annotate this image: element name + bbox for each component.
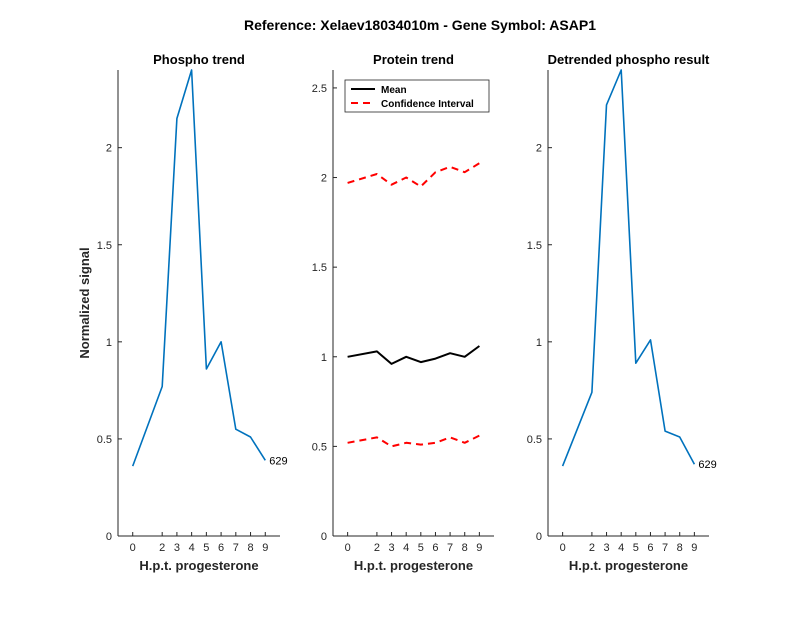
detrended-phospho-x-tick-label: 0 — [560, 542, 566, 554]
phospho-trend-y-tick-label: 1 — [106, 337, 112, 349]
phospho-trend-x-tick-label: 7 — [233, 542, 239, 554]
detrended-phospho-x-tick-label: 6 — [647, 542, 653, 554]
detrended-phospho-y-tick-label: 1 — [536, 337, 542, 349]
phospho-trend-series-line-0 — [131, 69, 266, 467]
detrended-phospho-point-annotation: 629 — [698, 459, 716, 471]
phospho-trend-x-label: H.p.t. progesterone — [139, 558, 258, 573]
detrended-phospho-y-tick-label: 0 — [536, 531, 542, 543]
phospho-trend-x-tick-label: 8 — [247, 542, 253, 554]
protein-trend-y-tick-label: 2.5 — [312, 83, 327, 95]
protein-trend-x-tick-label: 5 — [418, 542, 424, 554]
protein-trend-y-tick-label: 1 — [321, 352, 327, 364]
detrended-phospho-y-tick-label: 0.5 — [527, 434, 542, 446]
phospho-trend-x-tick-label: 4 — [189, 542, 195, 554]
protein-trend-x-tick-label: 7 — [447, 542, 453, 554]
phospho-trend-x-tick-label: 2 — [159, 542, 165, 554]
detrended-phospho-y-tick-label: 2 — [536, 143, 542, 155]
phospho-trend-y-label: Normalized signal — [77, 247, 92, 358]
protein-trend-series-line-1 — [347, 162, 480, 188]
protein-trend-y-tick-label: 0 — [321, 531, 327, 543]
protein-trend-title: Protein trend — [373, 52, 454, 67]
protein-trend-legend: Mean Confidence Interval — [344, 79, 490, 113]
protein-trend-x-tick-label: 9 — [476, 542, 482, 554]
protein-trend-series-line-0 — [347, 345, 480, 365]
phospho-trend-y-tick-label: 2 — [106, 143, 112, 155]
figure-suptitle: Reference: Xelaev18034010m - Gene Symbol… — [244, 17, 596, 33]
detrended-phospho-x-tick-label: 2 — [589, 542, 595, 554]
phospho-trend-y-tick-label: 1.5 — [97, 240, 112, 252]
detrended-phospho-x-tick-label: 8 — [677, 542, 683, 554]
phospho-trend-x-tick-label: 0 — [130, 542, 136, 554]
detrended-phospho-title: Detrended phospho result — [548, 52, 710, 67]
phospho-trend-x-tick-label: 6 — [218, 542, 224, 554]
detrended-phospho-x-label: H.p.t. progesterone — [569, 558, 688, 573]
phospho-trend-title: Phospho trend — [153, 52, 245, 67]
detrended-phospho-x-tick-label: 4 — [618, 542, 624, 554]
protein-trend-x-label: H.p.t. progesterone — [354, 558, 473, 573]
protein-trend-x-tick-label: 4 — [403, 542, 409, 554]
detrended-phospho-x-tick-label: 5 — [633, 542, 639, 554]
detrended-phospho-x-tick-label: 3 — [603, 542, 609, 554]
detrended-phospho-y-tick-label: 1.5 — [527, 240, 542, 252]
phospho-trend-y-tick-label: 0 — [106, 531, 112, 543]
protein-trend-x-tick-label: 3 — [388, 542, 394, 554]
phospho-trend-x-tick-label: 9 — [262, 542, 268, 554]
protein-trend-y-tick-label: 2 — [321, 173, 327, 185]
phospho-trend-x-tick-label: 5 — [203, 542, 209, 554]
protein-trend-series-line-2 — [347, 434, 480, 448]
protein-trend-x-tick-label: 0 — [345, 542, 351, 554]
phospho-trend-x-tick-label: 3 — [174, 542, 180, 554]
detrended-phospho-x-tick-label: 9 — [691, 542, 697, 554]
detrended-phospho-series-line-0 — [561, 69, 696, 467]
protein-trend-x-tick-label: 8 — [462, 542, 468, 554]
protein-trend-y-tick-label: 1.5 — [312, 262, 327, 274]
detrended-phospho-x-tick-label: 7 — [662, 542, 668, 554]
legend-box — [344, 79, 490, 113]
phospho-trend-point-annotation: 629 — [269, 455, 287, 467]
phospho-trend-y-tick-label: 0.5 — [97, 434, 112, 446]
protein-trend-x-tick-label: 2 — [374, 542, 380, 554]
protein-trend-x-tick-label: 6 — [432, 542, 438, 554]
protein-trend-y-tick-label: 0.5 — [312, 441, 327, 453]
legend-label-1: Confidence Interval — [381, 99, 474, 110]
legend-label-0: Mean — [381, 85, 407, 96]
